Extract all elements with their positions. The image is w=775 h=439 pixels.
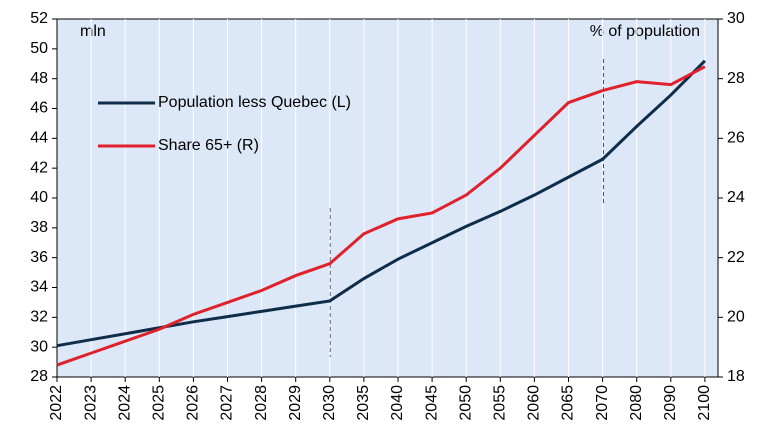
y2-tick-label: 28 — [727, 70, 745, 87]
x-tick-label: 2080 — [628, 385, 645, 421]
legend-label: Share 65+ (R) — [158, 137, 259, 154]
x-tick-label: 2029 — [287, 385, 304, 421]
y-tick-label: 34 — [30, 279, 48, 296]
y2-axis-label: % of population — [590, 23, 700, 40]
y-tick-label: 30 — [30, 338, 48, 355]
x-tick-label: 2025 — [151, 385, 168, 421]
plot-area — [56, 18, 719, 378]
y-tick-label: 38 — [30, 219, 48, 236]
y-tick-label: 44 — [30, 130, 48, 147]
x-tick-label: 2024 — [116, 385, 133, 421]
y2-tick-label: 30 — [727, 10, 745, 27]
y2-tick-label: 22 — [727, 249, 745, 266]
x-tick-label: 2026 — [185, 385, 202, 421]
x-tick-label: 2065 — [560, 385, 577, 421]
series-line — [56, 65, 706, 367]
x-tick-label: 2055 — [492, 385, 509, 421]
y-tick-label: 48 — [30, 70, 48, 87]
x-tick-label: 2070 — [594, 385, 611, 421]
y-tick-label: 28 — [30, 368, 48, 385]
x-tick-label: 2023 — [82, 385, 99, 421]
x-tick-label: 2035 — [355, 385, 372, 421]
x-tick-label: 2040 — [389, 385, 406, 421]
x-tick-label: 2090 — [662, 385, 679, 421]
x-tick-label: 2022 — [48, 385, 65, 421]
y2-tick-label: 26 — [727, 130, 745, 147]
y-tick-label: 40 — [30, 189, 48, 206]
y-tick-label: 46 — [30, 100, 48, 117]
y-axis-label: mln — [80, 23, 106, 40]
legend-label: Population less Quebec (L) — [158, 94, 351, 111]
y2-tick-label: 24 — [727, 189, 745, 206]
x-tick-label: 2027 — [219, 385, 236, 421]
y-tick-label: 32 — [30, 309, 48, 326]
x-tick-label: 2060 — [526, 385, 543, 421]
y2-tick-label: 20 — [727, 309, 745, 326]
x-tick-label: 2100 — [696, 385, 713, 421]
y2-tick-label: 18 — [727, 368, 745, 385]
y-tick-label: 42 — [30, 159, 48, 176]
y-tick-label: 50 — [30, 40, 48, 57]
x-tick-label: 2028 — [253, 385, 270, 421]
x-tick-label: 2050 — [457, 385, 474, 421]
y-tick-label: 52 — [30, 10, 48, 27]
y-tick-label: 36 — [30, 249, 48, 266]
x-tick-label: 2045 — [423, 385, 440, 421]
x-tick-label: 2030 — [321, 385, 338, 421]
